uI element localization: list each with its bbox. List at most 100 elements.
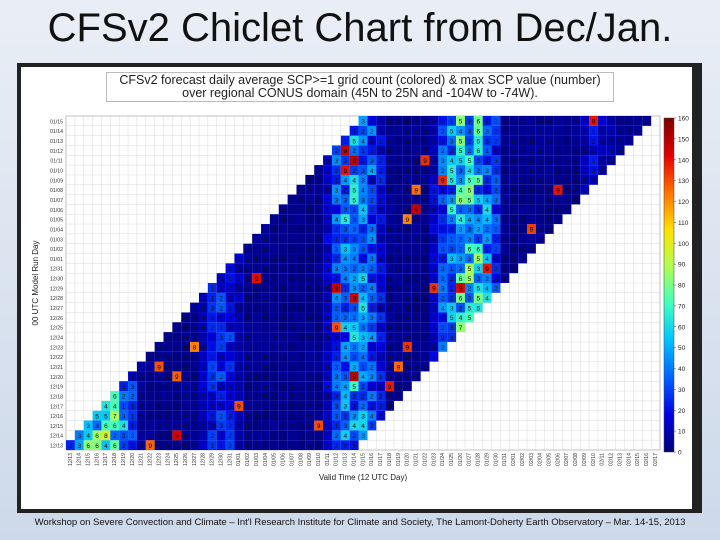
- heatmap-cell: [571, 125, 581, 136]
- heatmap-cell: [580, 135, 590, 146]
- heatmap-cell: [340, 361, 350, 372]
- heatmap-cell: [119, 381, 129, 392]
- cell-value: 3: [335, 413, 339, 420]
- heatmap-cell: [633, 125, 643, 136]
- cell-value: 1: [175, 345, 179, 352]
- cell-value: 2: [379, 119, 383, 126]
- x-tick-label: 02/12: [609, 453, 615, 466]
- cell-value: 0: [166, 433, 170, 440]
- heatmap-cell: [349, 292, 359, 303]
- cell-value: 1: [521, 187, 525, 194]
- cell-value: 0: [193, 354, 197, 361]
- cell-value: 6: [86, 443, 90, 450]
- x-tick-label: 02/09: [582, 453, 588, 466]
- cell-value: 4: [476, 217, 480, 224]
- cell-value: 1: [370, 345, 374, 352]
- cell-value: 3: [210, 315, 214, 322]
- cell-value: 0: [299, 394, 303, 401]
- heatmap-cell: [269, 400, 279, 411]
- heatmap-cell: [429, 243, 439, 254]
- heatmap-cell: [349, 381, 359, 392]
- heatmap-cell: [385, 194, 395, 205]
- cell-value: 1: [370, 384, 374, 391]
- heatmap-cell: [349, 125, 359, 136]
- cell-value: 1: [317, 345, 321, 352]
- cell-value: 0: [140, 394, 144, 401]
- heatmap-cell: [225, 400, 235, 411]
- cell-value: 4: [485, 256, 489, 263]
- heatmap-cell: [323, 440, 332, 450]
- heatmap-cell: [243, 292, 253, 303]
- heatmap-cell: [323, 263, 332, 274]
- heatmap-cell: [473, 243, 483, 254]
- cell-value: 1: [308, 325, 312, 332]
- cell-value: 4: [485, 217, 489, 224]
- heatmap-cell: [340, 440, 350, 450]
- cell-value: 1: [317, 237, 321, 244]
- heatmap-cell: [544, 145, 554, 156]
- cell-value: 2: [441, 168, 445, 175]
- cell-value: 0: [388, 394, 392, 401]
- cell-value: 1: [414, 168, 418, 175]
- cell-value: 1: [281, 404, 285, 411]
- heatmap-cell: [207, 341, 217, 352]
- cell-value: 0: [273, 246, 277, 253]
- heatmap-cell: [198, 400, 208, 411]
- cell-value: 0: [273, 217, 277, 224]
- cell-value: 1: [583, 178, 587, 185]
- heatmap-cell: [473, 302, 483, 313]
- heatmap-cell: [119, 420, 129, 431]
- cell-value: 1: [281, 374, 285, 381]
- cell-value: 1: [246, 404, 250, 411]
- heatmap-cell: [172, 420, 182, 431]
- heatmap-cell: [571, 145, 581, 156]
- heatmap-cell: [261, 420, 270, 431]
- heatmap-cell: [394, 184, 403, 195]
- cell-value: 3: [86, 423, 90, 430]
- footer-text: Workshop on Severe Convection and Climat…: [34, 517, 686, 528]
- heatmap-cell: [500, 253, 510, 264]
- cell-value: 0: [388, 227, 392, 234]
- heatmap-cell: [447, 125, 457, 136]
- cell-value: 0: [574, 158, 578, 165]
- cell-value: 6: [459, 276, 463, 283]
- heatmap-cell: [385, 214, 395, 225]
- heatmap-cell: [349, 332, 359, 342]
- heatmap-cell: [420, 312, 430, 323]
- cell-value: 6: [113, 394, 117, 401]
- x-tick-label: 12/23: [156, 453, 162, 466]
- cell-value: 1: [441, 138, 445, 145]
- heatmap-cell: [110, 410, 120, 421]
- heatmap-cell: [438, 273, 448, 283]
- cell-value: 9: [352, 374, 356, 381]
- cell-value: 1: [317, 354, 321, 361]
- colorbar-tick-label: 70: [678, 303, 686, 310]
- heatmap-cell: [429, 263, 439, 274]
- cell-value: 0: [281, 354, 285, 361]
- cell-value: 0: [255, 404, 259, 411]
- cell-value: 0: [503, 266, 507, 273]
- heatmap-cell: [402, 224, 412, 234]
- heatmap-cell: [163, 420, 173, 431]
- cell-value: 2: [379, 394, 383, 401]
- heatmap-cell: [367, 135, 377, 146]
- cell-value: 2: [450, 295, 454, 302]
- cell-value: 9: [352, 295, 356, 302]
- heatmap-cell: [456, 283, 465, 293]
- heatmap-cell: [385, 391, 395, 401]
- heatmap-cell: [500, 125, 510, 136]
- cell-value: 4: [370, 413, 374, 420]
- cell-value: 2: [326, 394, 330, 401]
- y-tick-label: 12/15: [50, 424, 63, 430]
- heatmap-cell: [340, 224, 350, 234]
- cell-value: 1: [379, 286, 383, 293]
- heatmap-cell: [181, 351, 191, 362]
- cell-value: 2: [326, 246, 330, 253]
- cell-value: 0: [264, 266, 268, 273]
- heatmap-cell: [128, 420, 137, 431]
- cell-value: 2: [131, 443, 135, 450]
- cell-value: 1: [202, 423, 206, 430]
- cell-value: 2: [335, 256, 339, 263]
- cell-value: 0: [423, 128, 427, 135]
- cell-value: 2: [228, 354, 232, 361]
